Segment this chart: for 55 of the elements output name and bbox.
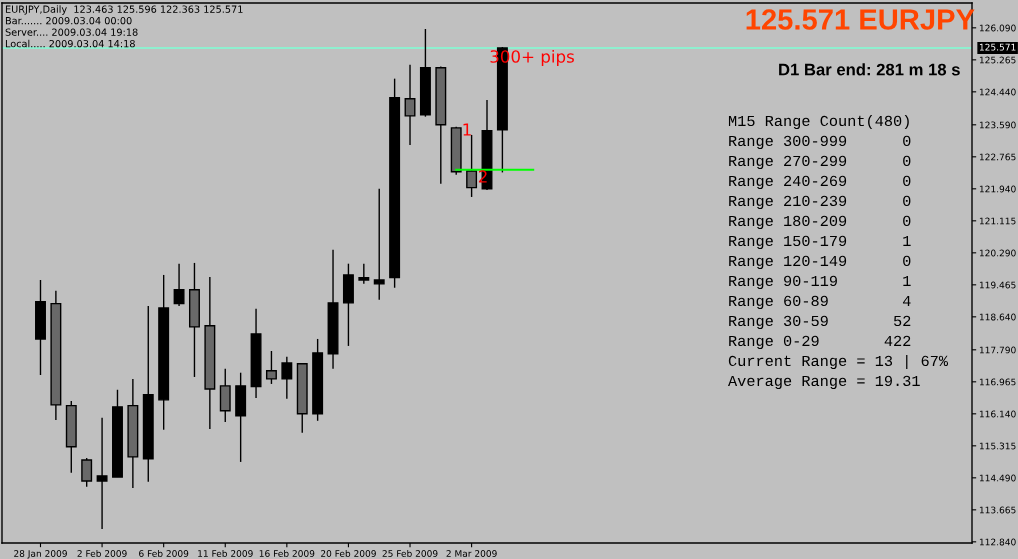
annotation: Server.... 2009.03.04 19:18	[5, 28, 138, 36]
annotation: Current Range = 13 | 67%	[728, 354, 949, 370]
candlestick	[265, 350, 277, 385]
x-tick-label: 6 Feb 2009	[139, 549, 189, 557]
annotation: M15 Range Count(480)	[728, 114, 909, 130]
candlestick	[358, 262, 370, 285]
annotation: Local..... 2009.03.04 14:18	[5, 39, 135, 48]
y-tick-label: 125.265	[979, 56, 1016, 64]
annotation: Range 300-999 0	[729, 135, 911, 150]
annotation: Range 90-119 1	[729, 275, 911, 290]
annotation: Range 210-239 0	[729, 195, 911, 210]
x-tick-label: 16 Feb 2009	[259, 549, 315, 557]
y-tick-label: 116.140	[979, 410, 1016, 418]
y-tick-label: 117.790	[979, 346, 1016, 354]
x-tick-label: 25 Feb 2009	[382, 549, 438, 557]
x-tick-label: 2 Mar 2009	[446, 550, 497, 557]
annotation: Bar....... 2009.03.04 00:00	[5, 16, 132, 25]
annotation: Range 240-269 0	[729, 175, 911, 190]
y-tick-label: 121.115	[979, 217, 1016, 225]
ref-line-label: 125.571	[979, 43, 1016, 51]
x-tick-label: 11 Feb 2009	[198, 549, 253, 557]
y-tick-label: 120.290	[979, 249, 1016, 257]
annotation: Range 150-179 1	[729, 235, 911, 250]
annotation: EURJPY,Daily 123.463 125.596 122.363 125.571	[5, 5, 243, 15]
candlestick	[96, 417, 108, 530]
y-tick-label: 114.490	[979, 474, 1016, 482]
annotation: Range 180-209 0	[729, 215, 911, 230]
y-tick-label: 113.665	[979, 506, 1016, 514]
y-tick-label: 116.965	[979, 378, 1016, 386]
candlestick	[173, 262, 185, 307]
candlestick	[281, 356, 293, 400]
annotation: Range 270-299 0	[729, 155, 911, 170]
y-tick-label: 126.090	[979, 24, 1016, 32]
y-tick-label: 115.315	[979, 442, 1016, 450]
y-tick-label: 124.440	[979, 88, 1016, 96]
annotation: D1 Bar end: 281 m 18 s	[779, 63, 960, 76]
y-tick-label: 121.940	[979, 185, 1016, 193]
y-tick-label: 112.840	[979, 538, 1016, 546]
annotation: Range 120-149 0	[729, 255, 911, 270]
annotation: Range 0-29 422	[729, 335, 911, 350]
y-tick-label: 119.465	[979, 281, 1016, 289]
annotation: Range 60-89 4	[729, 295, 911, 310]
x-tick-label: 20 Feb 2009	[321, 549, 376, 557]
y-tick-label: 122.765	[979, 153, 1016, 161]
x-tick-label: 2 Feb 2009	[77, 549, 127, 557]
candlestick	[373, 188, 385, 301]
candlestick	[81, 457, 93, 488]
annotation: 1	[463, 123, 471, 136]
candlestick	[404, 63, 416, 146]
candlestick	[466, 134, 478, 198]
y-tick-label: 118.640	[979, 313, 1016, 321]
annotation: Range 30-59 52	[729, 315, 911, 330]
x-tick-label: 28 Jan 2009	[14, 550, 67, 559]
annotation: Average Range = 19.31	[728, 375, 920, 390]
y-tick-label: 123.590	[979, 121, 1016, 129]
